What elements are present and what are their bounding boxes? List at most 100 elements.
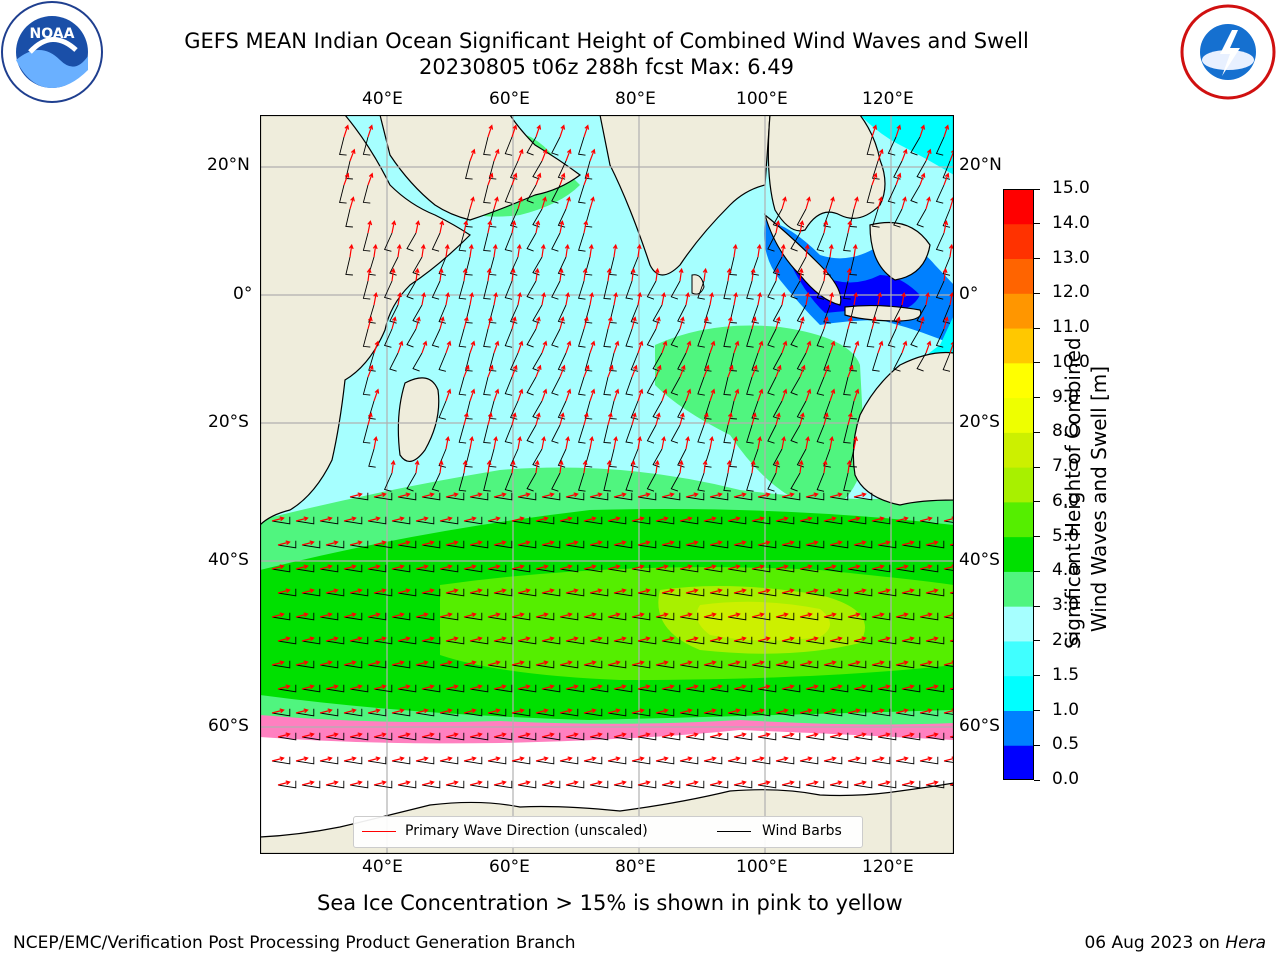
wave-direction-arrow	[373, 540, 387, 546]
wave-direction-arrow	[637, 588, 651, 594]
wind-barb	[583, 612, 603, 621]
wave-direction-arrow	[343, 172, 350, 186]
wave-direction-arrow	[757, 435, 762, 450]
wave-direction-arrow	[565, 588, 579, 594]
wind-barb	[325, 684, 345, 693]
wave-direction-arrow	[727, 708, 741, 714]
wave-direction-arrow	[535, 364, 542, 378]
wind-barb	[535, 708, 555, 717]
wave-direction-arrow	[582, 267, 588, 282]
wave-direction-arrow	[469, 540, 483, 546]
wind-barb	[767, 328, 777, 348]
wave-direction-arrow	[439, 660, 453, 666]
wind-barb	[829, 636, 849, 645]
wind-barb	[829, 492, 849, 501]
wind-barb	[625, 424, 633, 444]
wave-direction-arrow	[487, 612, 501, 618]
colorbar-swatch	[1003, 223, 1034, 260]
wave-direction-arrow	[925, 636, 939, 642]
wave-direction-arrow	[319, 756, 333, 762]
wave-direction-arrow	[517, 588, 531, 594]
lon-tick-bottom-60e: 60°E	[489, 857, 530, 877]
wind-barb	[751, 400, 759, 420]
wave-direction-arrow	[877, 780, 891, 786]
wave-direction-arrow	[901, 732, 915, 738]
wave-direction-arrow	[798, 267, 804, 282]
wave-direction-arrow	[487, 756, 501, 762]
wave-direction-arrow	[751, 316, 757, 330]
wave-direction-arrow	[493, 780, 507, 786]
wind-barb	[661, 732, 681, 741]
wave-direction-arrow	[661, 340, 668, 354]
wave-direction-arrow	[301, 636, 315, 642]
colorbar-swatch	[1003, 640, 1034, 677]
wave-direction-arrow	[373, 780, 387, 786]
wave-direction-arrow	[565, 636, 579, 642]
wind-barb	[871, 612, 891, 621]
wind-barb	[504, 424, 513, 444]
colorbar-swatch	[1003, 710, 1034, 746]
wind-barb	[367, 564, 387, 573]
wind-barb	[504, 280, 513, 300]
wind-barb	[415, 516, 435, 525]
wind-barb	[853, 684, 873, 693]
wind-barb	[583, 708, 603, 717]
wave-direction-arrow	[847, 364, 854, 378]
wind-barb	[517, 492, 537, 501]
wind-barb	[679, 564, 699, 573]
wave-direction-arrow	[541, 588, 555, 594]
wind-barb	[368, 400, 376, 420]
wind-barb	[483, 328, 491, 348]
colorbar-swatch	[1003, 258, 1034, 294]
wind-barb	[746, 328, 754, 348]
wave-direction-arrow	[463, 708, 477, 714]
wave-direction-arrow	[271, 708, 285, 714]
wind-barb	[343, 516, 363, 525]
wave-direction-arrow	[535, 708, 549, 714]
colorbar-tick-label: 8.0	[1052, 421, 1080, 442]
wind-barb	[488, 352, 497, 372]
wind-barb	[526, 184, 537, 204]
wave-direction-arrow	[445, 636, 459, 642]
wind-barb	[583, 564, 603, 573]
wind-barb	[661, 492, 681, 501]
wind-barb	[584, 160, 593, 180]
wave-direction-arrow	[319, 708, 333, 714]
wave-direction-arrow	[301, 684, 315, 690]
wind-barb	[271, 756, 291, 765]
wave-direction-arrow	[487, 660, 501, 666]
wind-barb	[781, 684, 801, 693]
wind-barb	[415, 756, 435, 765]
wind-barb	[368, 304, 376, 324]
wind-barb	[343, 564, 363, 573]
wind-barb	[637, 540, 657, 549]
wave-direction-arrow	[829, 588, 843, 594]
wind-barb	[919, 564, 939, 573]
wave-direction-arrow	[421, 492, 435, 498]
wave-direction-arrow	[589, 684, 603, 690]
wind-barb	[589, 780, 609, 789]
wave-direction-arrow	[733, 435, 738, 450]
wave-direction-arrow	[583, 660, 597, 666]
wave-direction-arrow	[943, 172, 950, 186]
wind-barb	[746, 472, 754, 492]
wave-direction-arrow	[445, 492, 459, 498]
wind-barb	[630, 304, 639, 324]
wave-direction-arrow	[781, 291, 786, 306]
wave-direction-arrow	[661, 388, 668, 402]
wave-direction-arrow	[487, 516, 501, 522]
wave-direction-arrow	[805, 684, 819, 690]
wind-barb	[551, 376, 561, 396]
colorbar-tick-mark	[1034, 605, 1040, 607]
wave-direction-arrow	[373, 340, 380, 354]
wave-direction-arrow	[445, 340, 452, 354]
lon-tick-top-120e: 120°E	[862, 89, 914, 109]
wave-direction-arrow	[396, 243, 402, 258]
colorbar-tick-label: 0.0	[1052, 769, 1080, 789]
wind-barb	[465, 352, 473, 372]
wave-direction-arrow	[631, 364, 638, 378]
wave-direction-arrow	[805, 588, 819, 594]
wave-direction-arrow	[607, 756, 621, 762]
wave-direction-arrow	[654, 267, 660, 282]
wind-barb	[589, 540, 609, 549]
